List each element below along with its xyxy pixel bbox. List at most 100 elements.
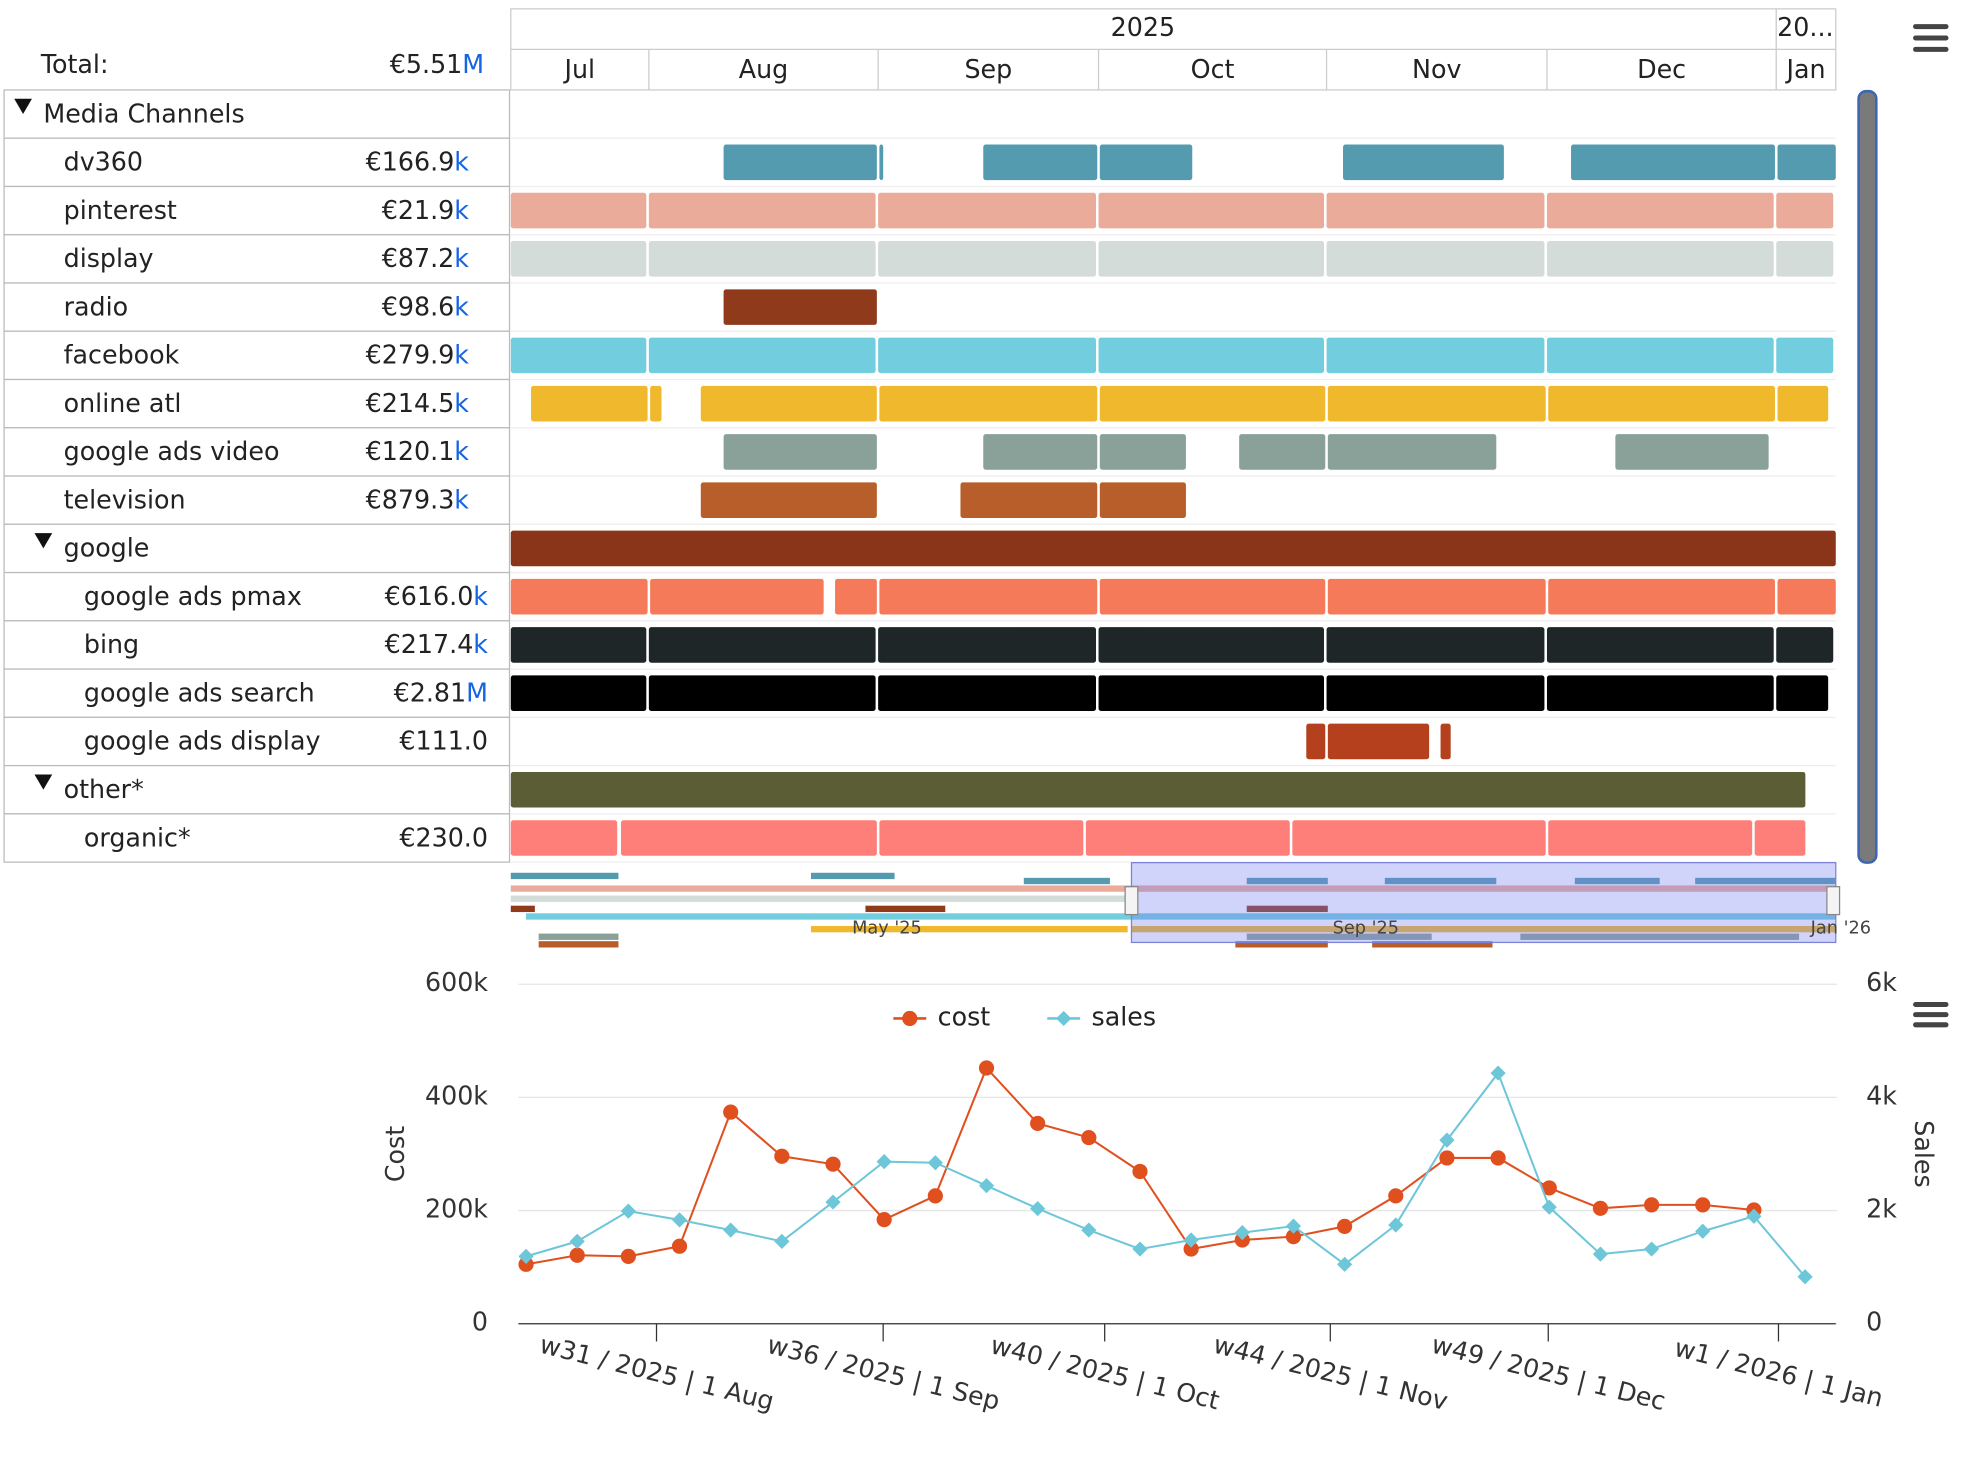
gantt-bar (1440, 723, 1451, 760)
point (620, 1248, 636, 1264)
series-line (525, 1071, 1806, 1278)
total-amount: €5.51M (390, 49, 484, 79)
gantt-bar (1306, 723, 1326, 760)
gantt-bar (1777, 385, 1829, 422)
point (1337, 1218, 1353, 1235)
year-label: 20... (1777, 12, 1833, 42)
legend-marker (1056, 1010, 1072, 1027)
legend-item[interactable]: cost (893, 1001, 990, 1031)
navigator-bar (1574, 877, 1660, 885)
amount: €5.51 (390, 49, 463, 79)
point (876, 1154, 892, 1170)
row-name: organic* (84, 822, 191, 852)
legend-label: sales (1092, 1001, 1157, 1031)
gantt-bar (878, 192, 1097, 229)
navigator-bar (1520, 933, 1800, 940)
point (1541, 1180, 1557, 1196)
point (569, 1247, 585, 1263)
gantt-bar (510, 337, 647, 374)
month-label: Jul (563, 54, 596, 84)
navigator-handle[interactable] (1124, 886, 1139, 916)
point (723, 1222, 739, 1238)
total-label: Total: (40, 49, 109, 79)
row-amount: €98.6k (382, 291, 470, 321)
unit: k (473, 581, 488, 611)
gantt-bar (1099, 434, 1186, 470)
row-label-cell (3, 427, 511, 477)
navigator-bar (865, 905, 946, 913)
point (1030, 1115, 1046, 1132)
gantt-bar (510, 241, 647, 277)
gantt-bar (878, 337, 1097, 374)
year-label: 2025 (1111, 12, 1175, 42)
point (1183, 1241, 1199, 1257)
amount: €21.9 (382, 195, 455, 225)
row-amount: €616.0k (385, 581, 489, 611)
point (518, 1256, 534, 1272)
amount: €879.3 (366, 484, 455, 514)
point (1030, 1200, 1046, 1217)
point (774, 1148, 790, 1164)
navigator-label: Jan '26 (1810, 919, 1871, 939)
gantt-bar (510, 530, 1836, 567)
expand-toggle[interactable] (34, 533, 53, 549)
row-name: Media Channels (43, 98, 244, 128)
amount: €2.81 (394, 677, 467, 707)
unit: k (454, 388, 469, 418)
amount: €87.2 (382, 243, 455, 273)
gantt-bar (1326, 241, 1545, 277)
gantt-bar (1098, 337, 1325, 374)
month-label: Oct (1191, 54, 1235, 84)
gantt-bar (878, 627, 1097, 663)
legend-item[interactable]: sales (1047, 1001, 1156, 1031)
row-name: google ads search (84, 677, 315, 707)
row-name: facebook (64, 340, 180, 370)
row-label-cell (3, 813, 511, 863)
gantt-bar (1548, 578, 1775, 615)
gantt-bar (510, 675, 647, 712)
navigator-bar (810, 872, 895, 880)
row-name: dv360 (64, 147, 143, 177)
point (620, 1203, 636, 1219)
gantt-bar (1546, 192, 1774, 229)
navigator-handle[interactable] (1826, 886, 1841, 916)
gantt-bar (1292, 820, 1546, 856)
menu-button[interactable] (1913, 1001, 1949, 1028)
gantt-bar (700, 385, 877, 422)
y-tick-label: 200k (425, 1194, 488, 1224)
navigator-bar (510, 905, 535, 913)
navigator-selection[interactable] (1130, 862, 1837, 944)
navigator-bar (510, 872, 619, 880)
unit: k (454, 147, 469, 177)
unit: k (473, 629, 488, 659)
month-label: Aug (739, 54, 788, 84)
gantt-bar (1098, 192, 1325, 229)
expand-toggle[interactable] (34, 774, 53, 790)
point (1285, 1218, 1302, 1234)
gantt-bar (1776, 675, 1829, 712)
row-amount: €166.9k (366, 147, 470, 177)
scrollbar[interactable] (1857, 89, 1878, 864)
gantt-bar (879, 820, 1084, 856)
row-label-cell (3, 137, 511, 188)
unit: k (454, 436, 469, 466)
gantt-bar (878, 675, 1097, 712)
navigator-bar (1372, 941, 1493, 948)
unit: M (466, 677, 488, 707)
amount: €98.6 (382, 291, 455, 321)
amount: €166.9 (366, 147, 455, 177)
row-label-cell (3, 234, 511, 284)
row-name: display (64, 243, 154, 273)
point (671, 1238, 688, 1254)
gantt-bar (1239, 434, 1326, 470)
gantt-bar (1546, 627, 1774, 663)
gantt-bar (648, 337, 876, 374)
row-label-cell (3, 185, 511, 236)
expand-toggle[interactable] (14, 98, 32, 115)
gantt-bar (510, 771, 1806, 808)
navigator-bar (810, 925, 1128, 933)
gantt-bar (960, 482, 1098, 518)
menu-button[interactable] (1913, 24, 1949, 52)
